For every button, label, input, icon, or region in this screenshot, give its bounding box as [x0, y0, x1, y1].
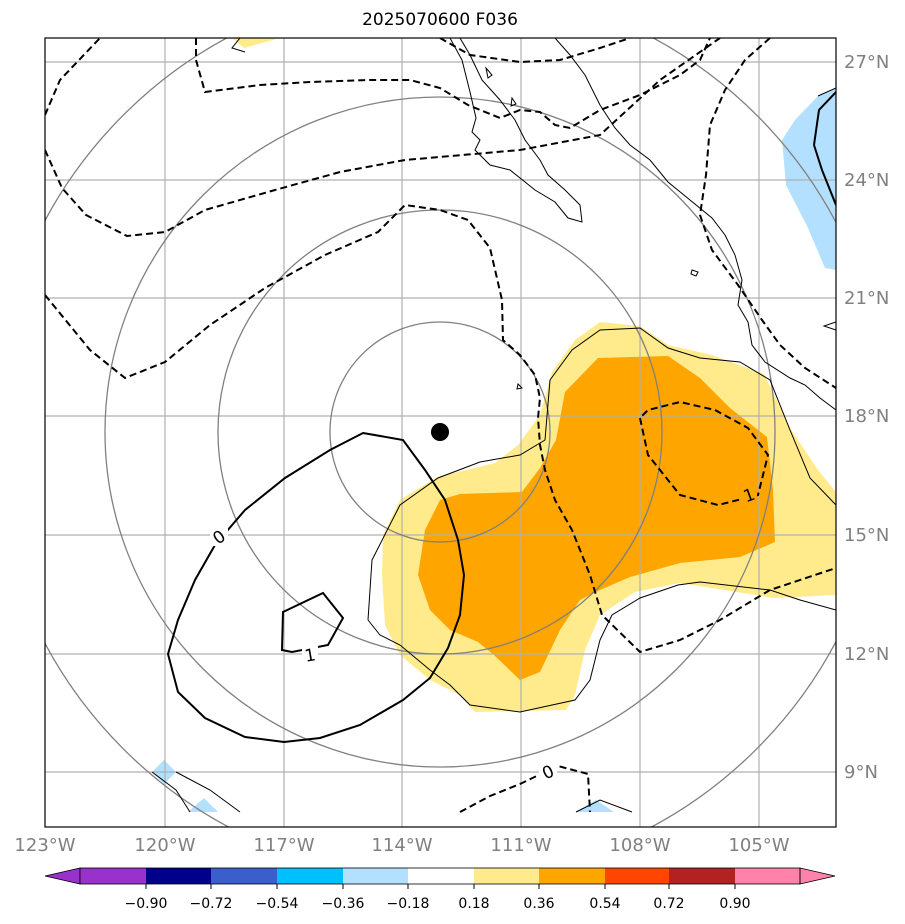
pos-anomaly-fill-strong: [418, 356, 775, 680]
neg-anomaly-fill-top: [232, 38, 280, 48]
colorbar-tick-label: 0.72: [653, 896, 684, 912]
lat-label: 24°N: [844, 170, 889, 191]
lon-label: 114°W: [371, 835, 432, 856]
negative-contours: [45, 38, 836, 813]
lat-label: 18°N: [844, 406, 889, 427]
storm-center-dot: [431, 423, 449, 441]
neg-anomaly-fill-sw2: [188, 798, 218, 812]
coastlines: [151, 38, 836, 813]
lon-label: 123°W: [14, 835, 75, 856]
lon-label: 111°W: [490, 835, 551, 856]
colorbar-bin: [474, 868, 539, 884]
longitude-labels: 123°W 120°W 117°W 114°W 111°W 108°W 105°…: [14, 835, 789, 856]
neg-anomaly-fill-s: [576, 800, 614, 812]
colorbar-bin: [80, 868, 146, 884]
lat-label: 27°N: [844, 52, 889, 73]
latitude-labels: 27°N 24°N 21°N 18°N 15°N 12°N 9°N: [844, 52, 889, 783]
colorbar-tick-label: 0.90: [719, 896, 750, 912]
colorbar-bin: [408, 868, 474, 884]
lon-label: 105°W: [728, 835, 789, 856]
colorbar-bin: [539, 868, 605, 884]
colorbar-bin: [735, 868, 800, 884]
neg-anomaly-fill-ne: [782, 88, 836, 270]
lon-label: 117°W: [253, 835, 314, 856]
map-title: 2025070600 F036: [362, 10, 518, 30]
colorbar-tick-label: 0.18: [458, 896, 489, 912]
colorbar-frame: [79, 867, 801, 885]
colorbar-bin: [343, 868, 408, 884]
colorbar-bin: [211, 868, 277, 884]
colorbar-bin: [277, 868, 343, 884]
colorbar-tick-label: −0.18: [387, 896, 430, 912]
colorbar-bin: [669, 868, 735, 884]
colorbar-tick-label: 0.54: [589, 896, 620, 912]
colorbar-extend-right: [799, 867, 836, 885]
colorbar-extend-left: [44, 867, 81, 885]
lat-label: 15°N: [844, 525, 889, 546]
lat-label: 12°N: [844, 644, 889, 665]
contour-label: 1: [303, 645, 317, 667]
colorbar-bin: [605, 868, 669, 884]
colorbar-tick-label: −0.36: [322, 896, 365, 912]
colorbar-tick-label: −0.54: [256, 896, 299, 912]
colorbar-tick-label: 0.36: [523, 896, 554, 912]
map-panel: [45, 38, 836, 827]
lat-label: 9°N: [844, 762, 878, 783]
colorbar-tick-label: −0.90: [125, 896, 168, 912]
lon-label: 108°W: [609, 835, 670, 856]
colorbar: −0.90 −0.72 −0.54 −0.36 −0.18 0.18 0.36 …: [44, 867, 836, 912]
colorbar-tick-label: −0.72: [190, 896, 233, 912]
lon-label: 120°W: [134, 835, 195, 856]
map-frame: [44, 37, 837, 828]
lat-label: 21°N: [844, 288, 889, 309]
contour-labels: 0 1 1 0: [209, 484, 758, 784]
colorbar-bin: [146, 868, 211, 884]
range-rings: [45, 38, 836, 827]
